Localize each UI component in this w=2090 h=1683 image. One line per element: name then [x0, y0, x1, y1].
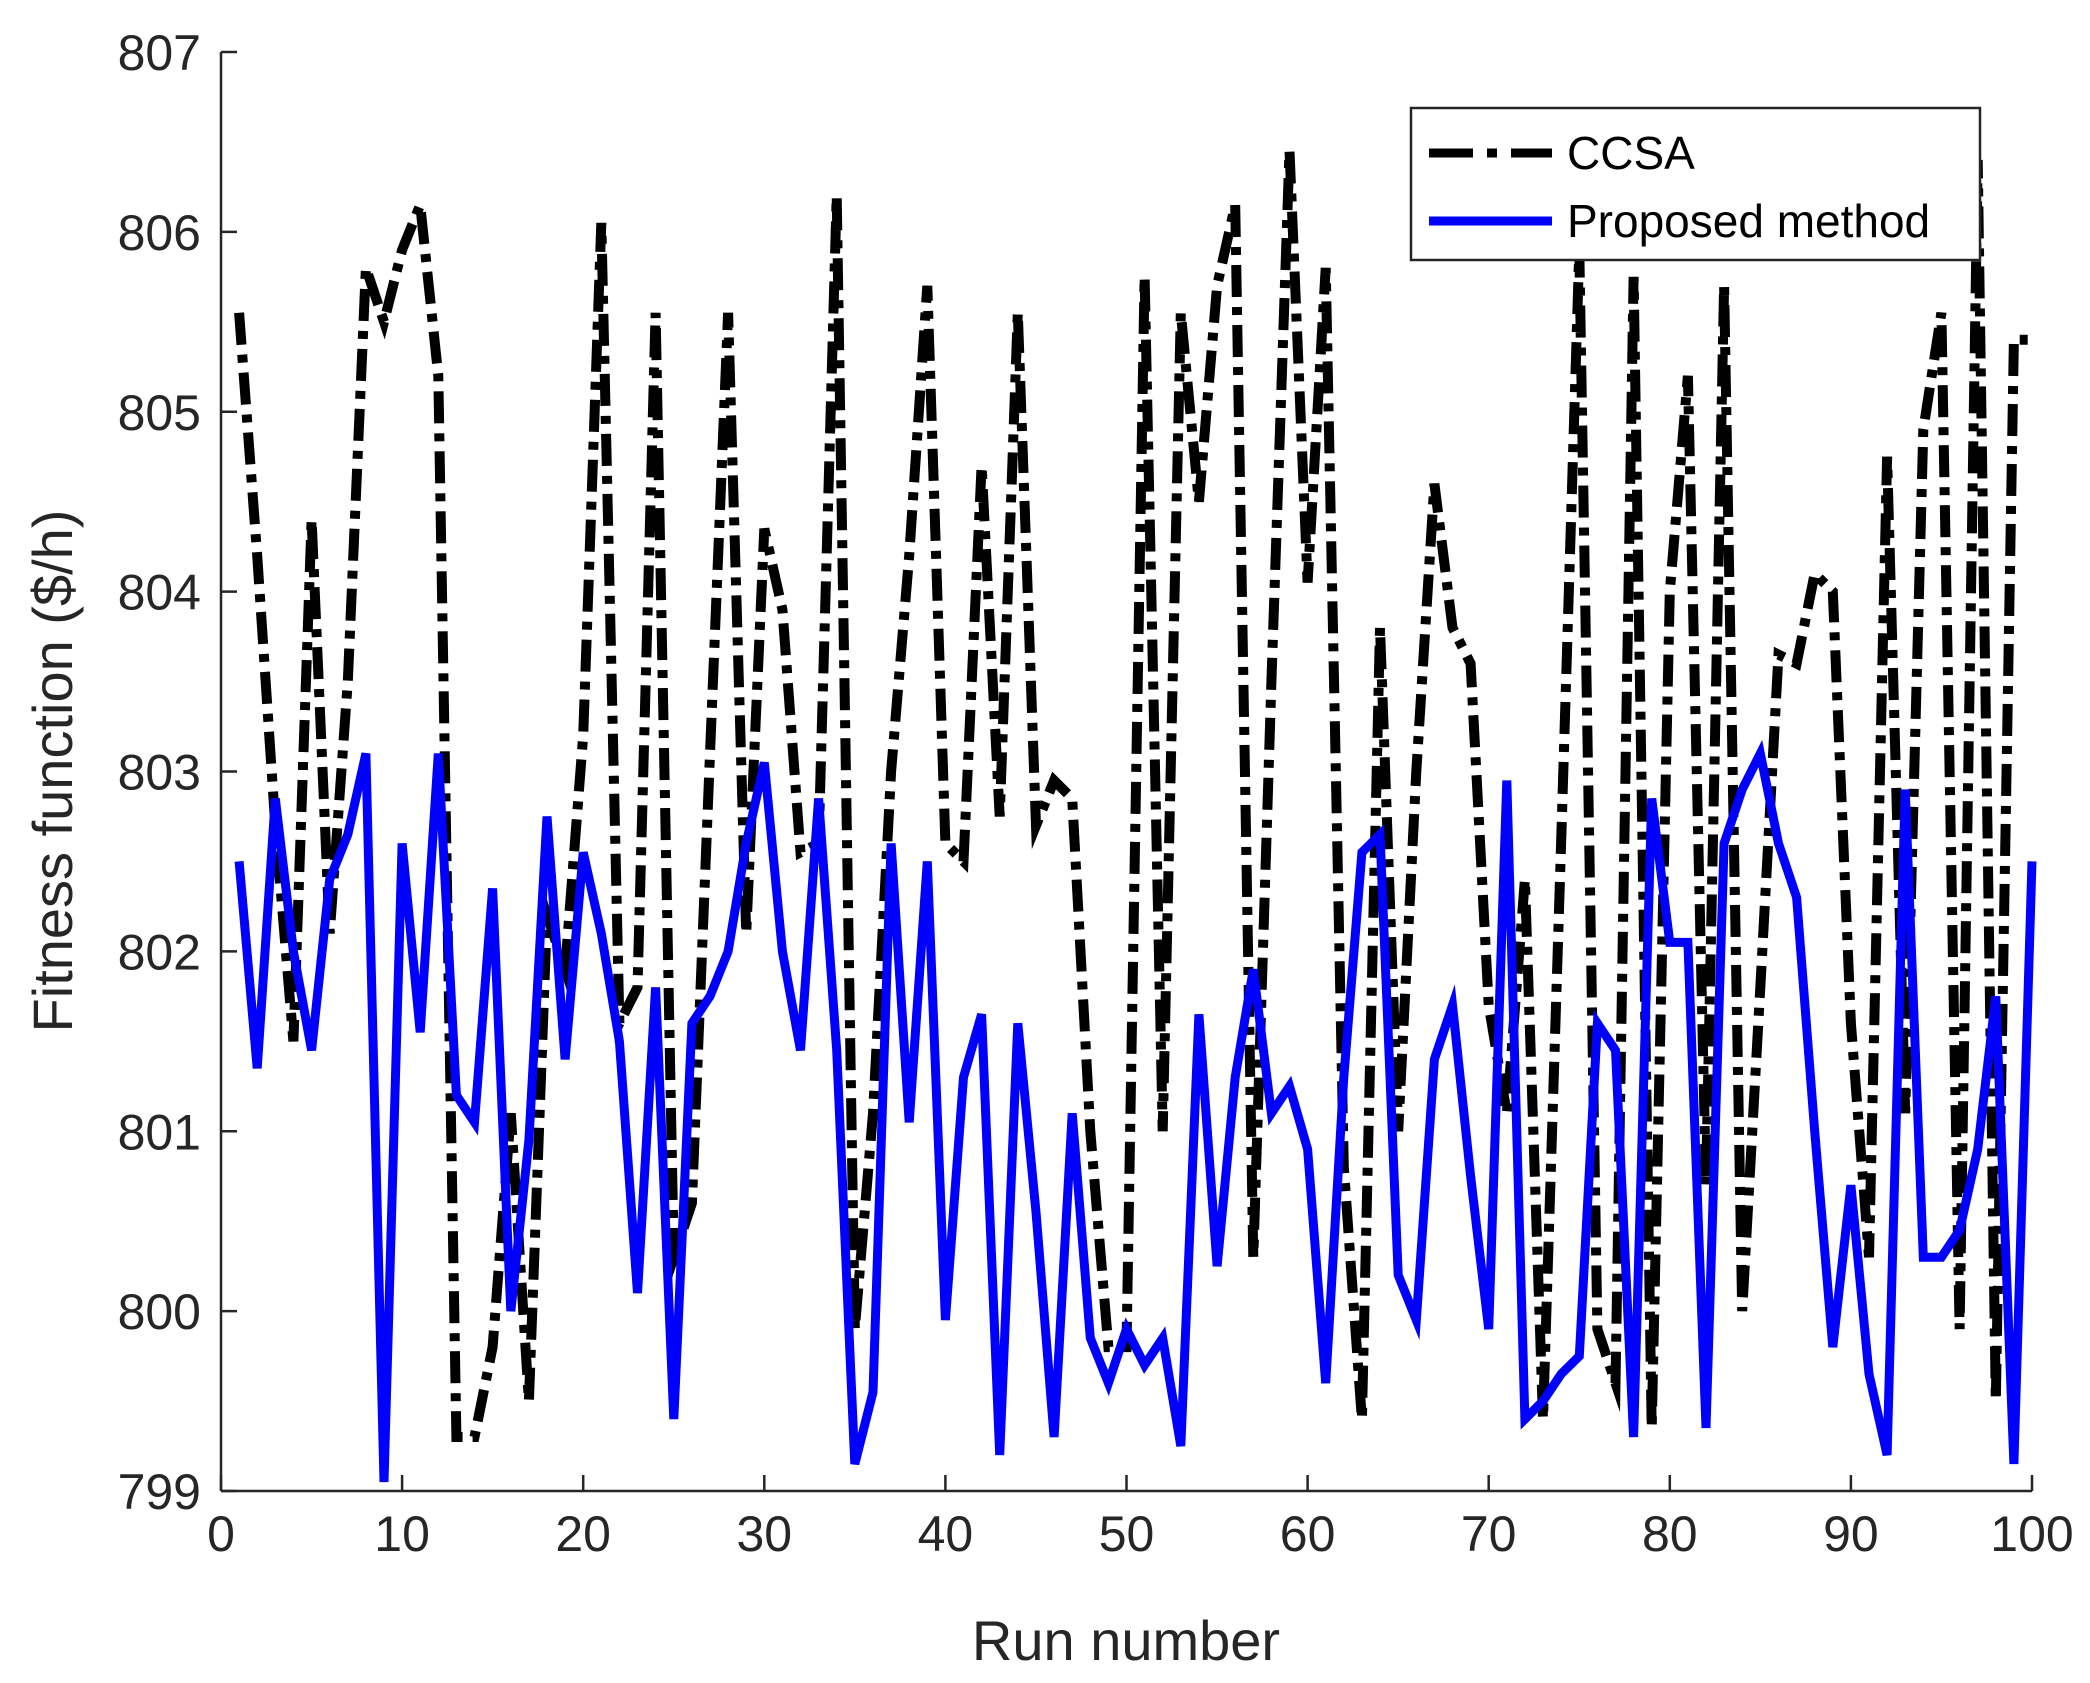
series-layer	[234, 150, 2037, 1483]
x-axis-label: Run number	[972, 1609, 1280, 1672]
legend-box	[1409, 106, 1982, 262]
x-tick-label: 50	[1099, 1506, 1155, 1562]
x-tick-label: 60	[1280, 1506, 1336, 1562]
x-tick-label: 10	[374, 1506, 430, 1562]
x-tick-label: 100	[1990, 1506, 2073, 1562]
y-tick-label: 804	[118, 565, 201, 621]
y-tick-label: 807	[118, 25, 201, 81]
x-tick-label: 70	[1461, 1506, 1517, 1562]
x-tick-label: 40	[918, 1506, 974, 1562]
x-tick-label: 90	[1823, 1506, 1879, 1562]
legend-label-proposed: Proposed method	[1567, 195, 1930, 247]
y-tick-label: 806	[118, 205, 201, 261]
y-tick-label: 802	[118, 924, 201, 980]
x-tick-label: 20	[555, 1506, 611, 1562]
legend-label-ccsa: CCSA	[1567, 127, 1695, 179]
x-tick-label: 0	[207, 1506, 235, 1562]
y-tick-label: 799	[118, 1464, 201, 1520]
x-tick-label: 80	[1642, 1506, 1698, 1562]
y-tick-label: 801	[118, 1104, 201, 1160]
y-axis-label: Fitness function ($/h)	[21, 510, 84, 1033]
y-tick-label: 805	[118, 385, 201, 441]
series-line-proposed-method	[234, 739, 2037, 1483]
series-line-ccsa	[234, 150, 2032, 1442]
legend: CCSA Proposed method	[1409, 106, 1982, 262]
y-tick-label: 800	[118, 1284, 201, 1340]
y-ticks: 799 800 801 802 803 804 805 806 807	[118, 25, 237, 1520]
x-tick-label: 30	[736, 1506, 792, 1562]
plot-area: 0 10 20 30 40 50 60 70 80 90 100 799 800 801 802 803 80…	[118, 25, 2074, 1562]
x-ticks: 0 10 20 30 40 50 60 70 80 90 100	[207, 1475, 2074, 1562]
y-tick-label: 803	[118, 745, 201, 801]
